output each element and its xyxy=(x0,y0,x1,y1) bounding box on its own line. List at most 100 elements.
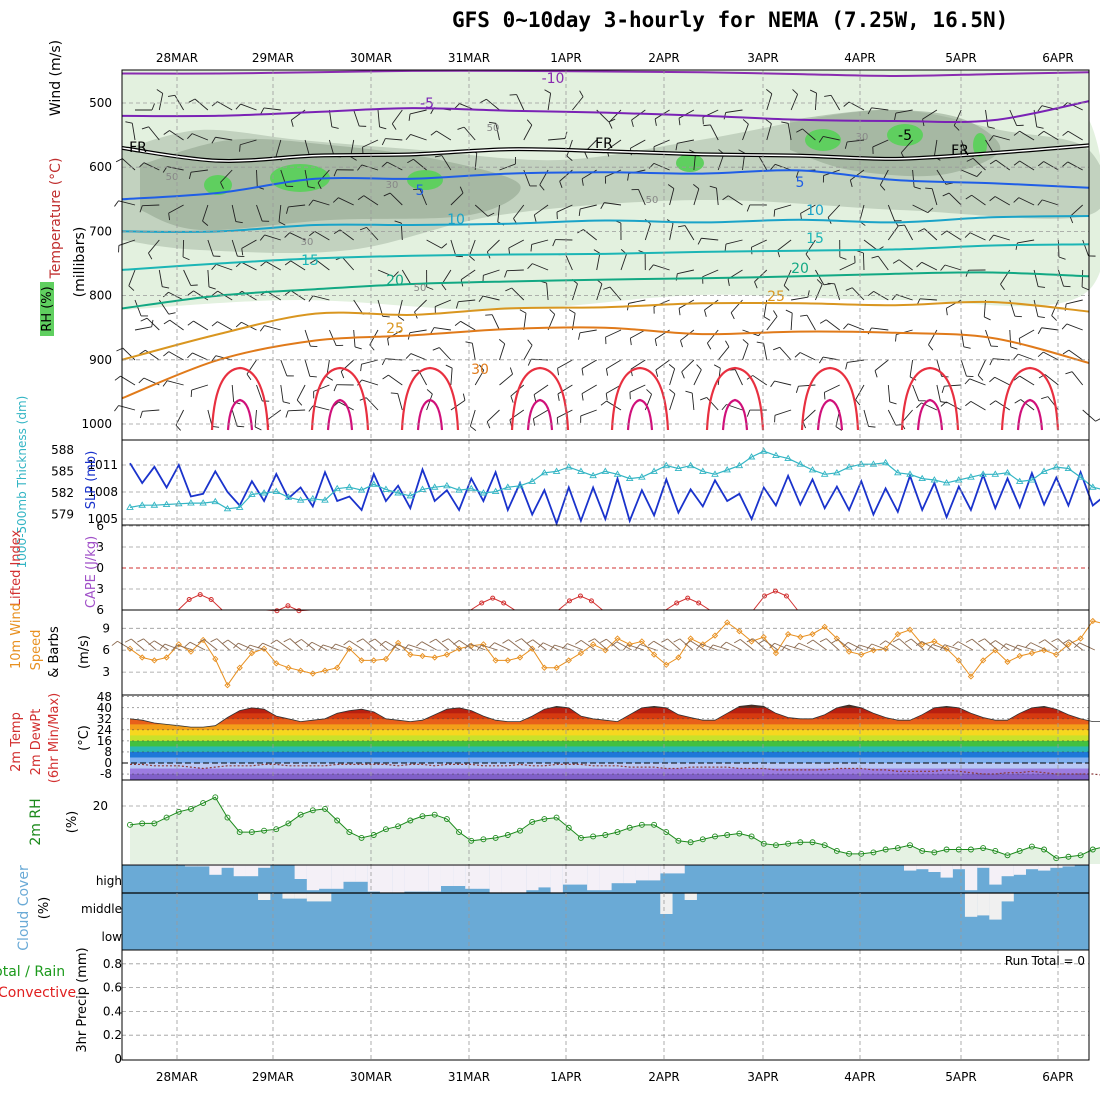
rh2m-point xyxy=(322,805,328,812)
wind-barb xyxy=(655,359,670,377)
wind-barb xyxy=(895,329,913,342)
rh2m-point xyxy=(858,850,865,857)
wind-barb xyxy=(746,204,767,212)
thickness-point xyxy=(138,501,146,508)
thickness-point xyxy=(747,453,756,460)
wind-tick: 3 xyxy=(102,665,110,679)
wind-barb xyxy=(231,409,245,428)
wind-barb xyxy=(814,279,823,301)
rh-core xyxy=(676,154,704,172)
wind-speed-point xyxy=(833,635,841,642)
wind-barb xyxy=(465,341,476,361)
rh2m-point xyxy=(395,823,402,830)
wind-barb xyxy=(794,352,816,361)
rh2m-point xyxy=(833,848,840,854)
rh2m-point xyxy=(772,842,779,849)
date-label-bottom: 28MAR xyxy=(156,1070,198,1084)
wind-barb xyxy=(357,195,379,206)
wind-barb xyxy=(1037,161,1059,171)
wind-barb xyxy=(486,409,500,429)
wind-barb xyxy=(854,644,876,651)
wind-barb xyxy=(188,169,208,180)
temperature-band xyxy=(130,774,1089,781)
isotherm xyxy=(121,300,1090,361)
cloud-gap-middle xyxy=(660,893,673,914)
wind-barb xyxy=(791,290,810,301)
wind-speed-point xyxy=(260,645,268,652)
wind-barb xyxy=(231,239,245,258)
wind-barb xyxy=(600,400,622,411)
thickness-point xyxy=(211,497,220,505)
pressure-tick: 500 xyxy=(89,96,112,110)
wind-barb xyxy=(359,226,379,241)
cloud-gap-high xyxy=(635,865,649,881)
wind-speed-point xyxy=(419,652,426,660)
thickness-point xyxy=(296,496,305,503)
thickness-point xyxy=(759,447,768,454)
wind-speed-point xyxy=(614,635,621,642)
rh2m-point xyxy=(882,846,889,853)
wind-barb xyxy=(783,269,792,291)
rh2m-point xyxy=(980,845,987,851)
wind-speed-point xyxy=(443,651,451,658)
wind-barb xyxy=(917,228,938,241)
contour-label: 25 xyxy=(386,321,404,337)
rh2m-point xyxy=(127,821,133,828)
wind-barb xyxy=(635,643,657,651)
cloud-gap-high xyxy=(416,865,429,892)
wind-barb xyxy=(499,339,506,361)
wind-barb xyxy=(678,299,695,316)
rh2m-point xyxy=(517,827,523,834)
contour-label: 15 xyxy=(301,253,319,269)
isotherm xyxy=(121,215,1090,233)
thickness-point xyxy=(406,492,415,499)
wind-barb xyxy=(306,641,328,651)
wind-barb xyxy=(523,339,533,361)
thickness-point xyxy=(394,489,402,496)
thickness-point xyxy=(126,503,134,510)
cloud-gap-high xyxy=(1038,865,1051,871)
cloud-gap-high xyxy=(672,865,685,874)
cloud-gap-middle xyxy=(294,893,307,899)
wind-speed-point xyxy=(1089,617,1096,625)
wind-barb xyxy=(746,638,767,651)
wind-barb xyxy=(413,188,428,206)
wind-barb xyxy=(168,204,184,221)
lifted-index-line xyxy=(665,597,710,611)
thickness-point xyxy=(820,470,829,477)
wind-barb xyxy=(434,155,452,171)
isotherm xyxy=(121,243,1090,271)
wind-barb xyxy=(533,384,549,402)
wind-barb xyxy=(557,359,573,376)
slp-tick: 1005 xyxy=(87,512,118,526)
rh2m-point xyxy=(151,820,158,827)
cloud-gap-high xyxy=(440,865,454,886)
wind-barb xyxy=(469,409,477,431)
chart-title: GFS 0~10day 3-hourly for NEMA (7.25W, 16… xyxy=(452,8,1009,32)
wind-barb xyxy=(928,329,938,351)
contour-label: 30 xyxy=(856,132,869,143)
contour-label: 30 xyxy=(386,180,399,191)
wind-barb xyxy=(407,158,427,171)
wind-speed-point xyxy=(139,654,146,661)
wind-barb xyxy=(781,121,792,141)
cloud-gap-high xyxy=(599,865,612,891)
wind-barb xyxy=(742,119,749,141)
temperature-band xyxy=(130,757,1089,764)
cloud-gap-middle xyxy=(964,893,978,917)
wind-barb xyxy=(382,374,403,386)
wind-barb xyxy=(308,295,330,302)
thickness-point xyxy=(930,476,939,483)
cloud-gap-middle xyxy=(258,893,271,900)
isotherm-hot xyxy=(626,398,654,431)
thickness-point xyxy=(223,504,232,512)
wind-barb xyxy=(434,299,452,314)
wind-barb xyxy=(330,643,352,651)
wind-barb xyxy=(220,169,233,189)
wind-speed-point xyxy=(285,664,292,671)
wind-barb xyxy=(464,643,486,651)
rh2m-point xyxy=(419,813,426,820)
precip-tick: 0 xyxy=(114,1052,122,1066)
thickness-point xyxy=(382,485,390,492)
wind-speed-point xyxy=(224,682,231,689)
